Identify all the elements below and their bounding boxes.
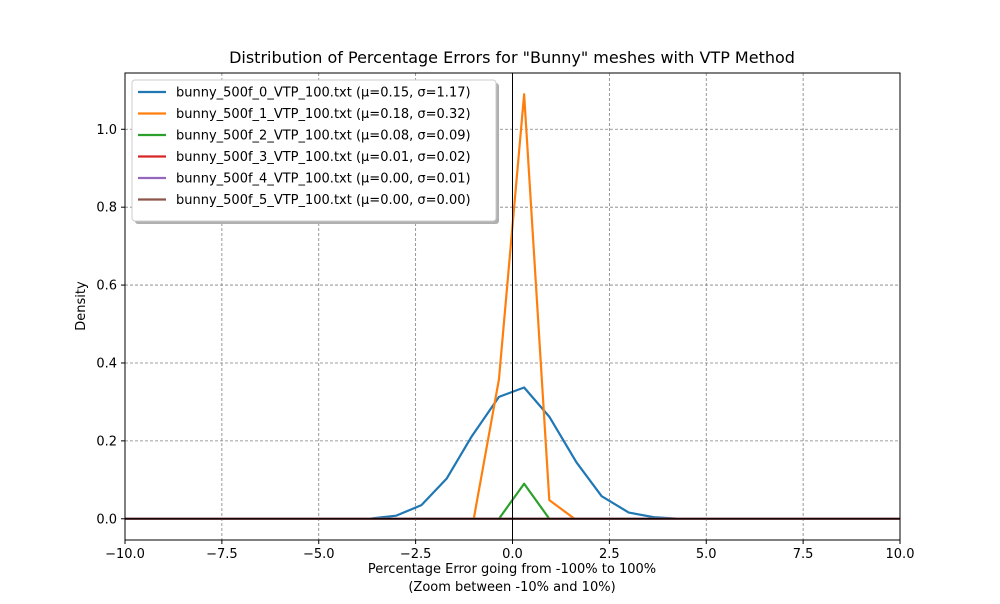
legend-entry-5: bunny_500f_5_VTP_100.txt (μ=0.00, σ=0.00…	[176, 193, 471, 208]
y-tick-label-5: 1.0	[96, 123, 117, 138]
y-axis-ticks: 0.0 0.2 0.4 0.6 0.8 1.0	[96, 123, 125, 527]
x-axis-sublabel: (Zoom between -10% and 10%)	[408, 580, 615, 595]
x-tick-label-6: 5.0	[696, 547, 717, 562]
x-tick-label-2: −5.0	[303, 547, 335, 562]
y-tick-label-3: 0.6	[96, 279, 117, 294]
series-line-0	[125, 386, 900, 520]
x-axis-label: Percentage Error going from -100% to 100…	[368, 562, 656, 577]
legend-entry-2: bunny_500f_2_VTP_100.txt (μ=0.08, σ=0.09…	[176, 129, 471, 144]
y-axis-label: Density	[74, 281, 89, 331]
legend-entry-0: bunny_500f_0_VTP_100.txt (μ=0.15, σ=1.17…	[176, 86, 471, 101]
x-tick-label-4: 0.0	[502, 547, 523, 562]
y-tick-label-0: 0.0	[96, 512, 117, 527]
x-tick-label-5: 2.5	[599, 547, 620, 562]
x-tick-label-1: −7.5	[206, 547, 238, 562]
reference-lines	[125, 73, 900, 540]
chart-title: Distribution of Percentage Errors for "B…	[229, 48, 795, 67]
y-tick-label-2: 0.4	[96, 356, 117, 371]
y-tick-label-4: 0.8	[96, 201, 117, 216]
x-tick-label-0: −10.0	[105, 547, 145, 562]
legend-box	[131, 79, 497, 222]
legend: bunny_500f_0_VTP_100.txt (μ=0.15, σ=1.17…	[131, 79, 499, 224]
legend-entry-4: bunny_500f_4_VTP_100.txt (μ=0.00, σ=0.01…	[176, 172, 471, 187]
x-tick-label-8: 10.0	[886, 547, 915, 562]
x-tick-label-3: −2.5	[400, 547, 432, 562]
legend-entry-3: bunny_500f_3_VTP_100.txt (μ=0.01, σ=0.02…	[176, 150, 471, 165]
x-tick-label-7: 7.5	[793, 547, 814, 562]
legend-entry-1: bunny_500f_1_VTP_100.txt (μ=0.18, σ=0.32…	[176, 107, 471, 122]
y-tick-label-1: 0.2	[96, 434, 117, 449]
x-axis-ticks: −10.0 −7.5 −5.0 −2.5 0.0 2.5 5.0 7.5 10.0	[105, 540, 914, 562]
